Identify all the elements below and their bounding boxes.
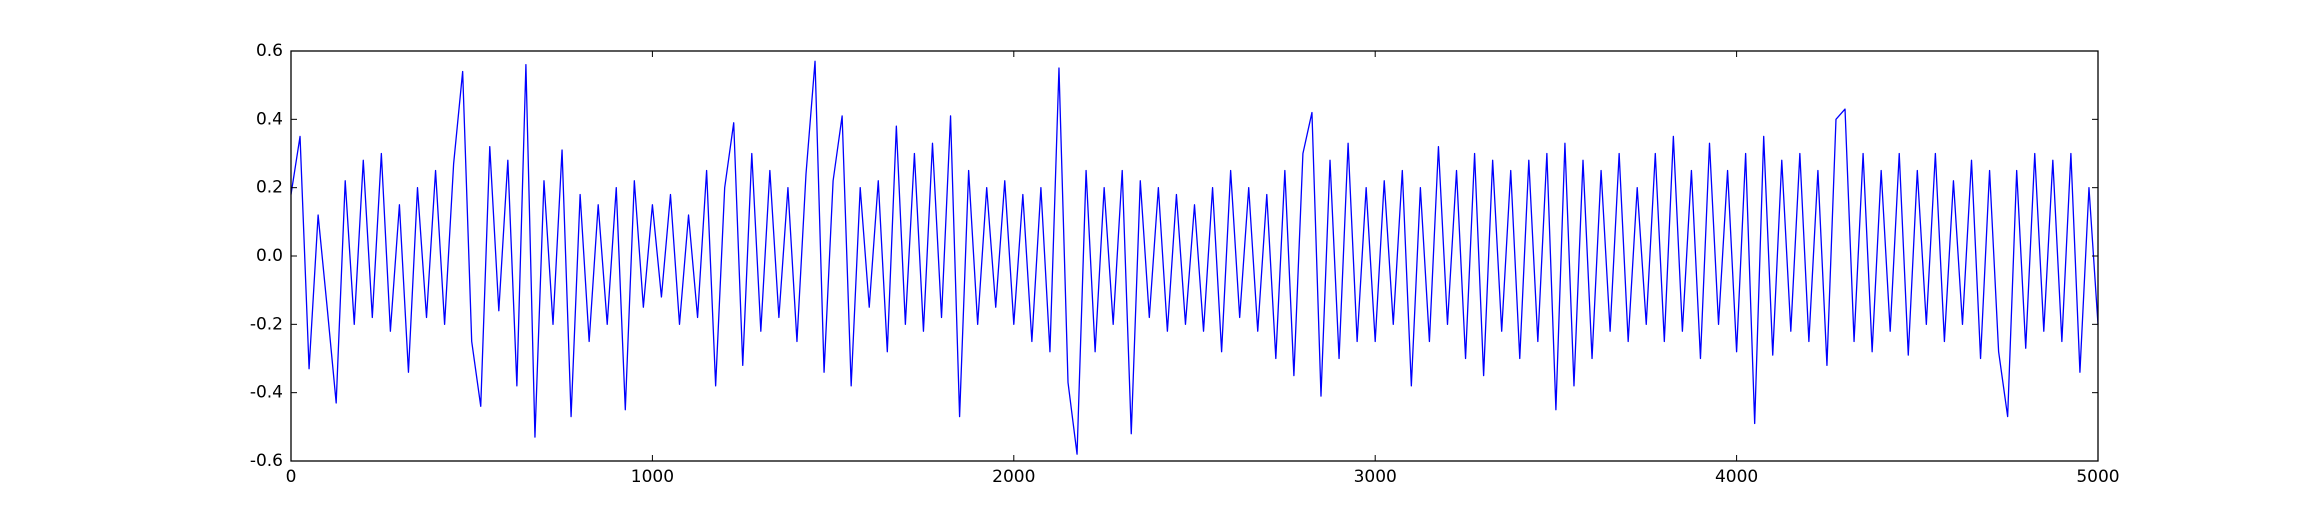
x-tick-label: 5000 <box>2076 467 2119 487</box>
x-tick-label: 4000 <box>1715 467 1758 487</box>
y-tick-label: -0.6 <box>250 451 283 471</box>
y-tick-label: 0.4 <box>256 109 283 129</box>
x-tick-label: 3000 <box>1354 467 1397 487</box>
y-tick-label: -0.4 <box>250 383 283 403</box>
y-tick-label: -0.2 <box>250 314 283 334</box>
x-tick-label: 0 <box>286 467 297 487</box>
x-tick-label: 2000 <box>992 467 1035 487</box>
y-tick-label: 0.0 <box>256 246 283 266</box>
plot-area <box>290 60 2099 455</box>
y-tick-label: 0.2 <box>256 178 283 198</box>
x-tick-label: 1000 <box>631 467 674 487</box>
data-line <box>290 60 2099 455</box>
y-tick-label: 0.6 <box>256 41 283 61</box>
